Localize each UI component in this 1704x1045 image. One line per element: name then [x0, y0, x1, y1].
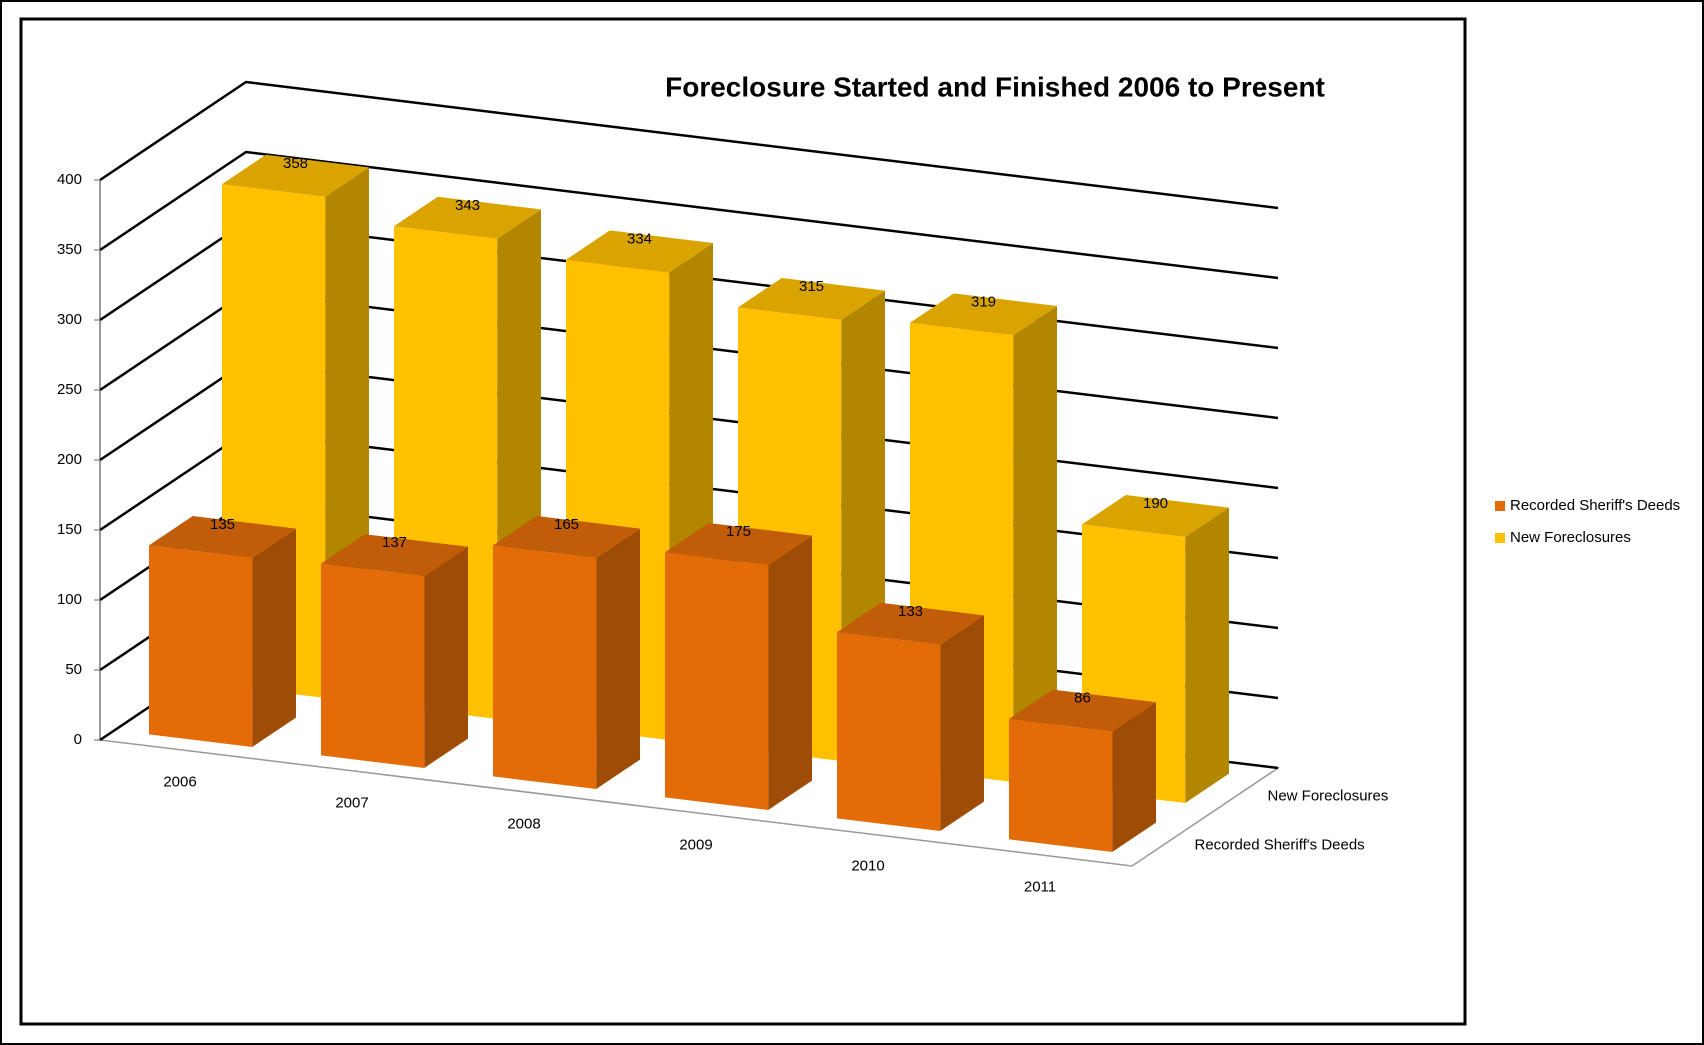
bar-side [424, 546, 468, 768]
y-tick-label: 350 [57, 241, 82, 258]
y-tick-label: 0 [74, 731, 82, 748]
bar [149, 545, 253, 747]
x-tick-label: 2009 [679, 836, 712, 853]
legend-label: New Foreclosures [1510, 529, 1631, 546]
depth-label: New Foreclosures [1268, 787, 1389, 804]
y-tick-label: 100 [57, 591, 82, 608]
bar-side [1185, 507, 1229, 803]
bar-top [222, 154, 369, 197]
legend-swatch [1495, 501, 1505, 511]
bar [837, 632, 941, 831]
legend-swatch [1495, 533, 1505, 543]
bar-side [596, 528, 640, 789]
bar-top [493, 516, 640, 558]
data-label: 135 [210, 516, 235, 533]
data-label: 165 [554, 516, 579, 533]
data-label: 315 [799, 278, 824, 295]
bar-side [768, 535, 812, 810]
bar-top [1082, 495, 1229, 537]
data-label: 319 [971, 293, 996, 310]
bar-top [665, 523, 812, 565]
grid-line [99, 150, 1279, 280]
bar-side [940, 615, 984, 831]
data-label: 175 [726, 523, 751, 540]
grid-line [99, 80, 1279, 210]
x-tick-label: 2011 [1024, 878, 1056, 895]
bar-top [566, 230, 713, 273]
bar-top [1009, 689, 1156, 732]
bar [665, 552, 769, 810]
x-tick-label: 2006 [163, 773, 196, 790]
x-tick-label: 2010 [851, 857, 884, 874]
bar [321, 563, 425, 768]
y-tick-label: 50 [65, 661, 82, 678]
y-tick-label: 150 [57, 521, 82, 538]
bar-top [910, 293, 1057, 336]
chart-title: Foreclosure Started and Finished 2006 to… [665, 71, 1325, 102]
data-label: 358 [283, 155, 308, 172]
bar [493, 545, 597, 789]
bar [1009, 719, 1113, 852]
data-label: 343 [455, 197, 480, 214]
x-tick-label: 2007 [335, 794, 368, 811]
legend-label: Recorded Sheriff's Deeds [1510, 497, 1680, 514]
y-tick-label: 200 [57, 451, 82, 468]
bar-side [1013, 306, 1057, 782]
x-tick-label: 2008 [507, 815, 540, 832]
data-label: 137 [382, 534, 407, 551]
data-label: 133 [898, 603, 923, 620]
bar-side [1112, 702, 1156, 852]
bar-top [738, 278, 885, 320]
data-label: 86 [1074, 690, 1091, 707]
bar-top [837, 602, 984, 645]
bar-top [394, 196, 541, 239]
bar-top [321, 534, 468, 577]
y-tick-label: 400 [57, 171, 82, 188]
data-label: 190 [1143, 495, 1168, 512]
data-label: 334 [627, 230, 652, 247]
depth-label: Recorded Sheriff's Deeds [1195, 836, 1365, 853]
y-tick-label: 250 [57, 381, 82, 398]
bar-top [149, 516, 296, 558]
bar-side [252, 528, 296, 747]
y-tick-label: 300 [57, 311, 82, 328]
